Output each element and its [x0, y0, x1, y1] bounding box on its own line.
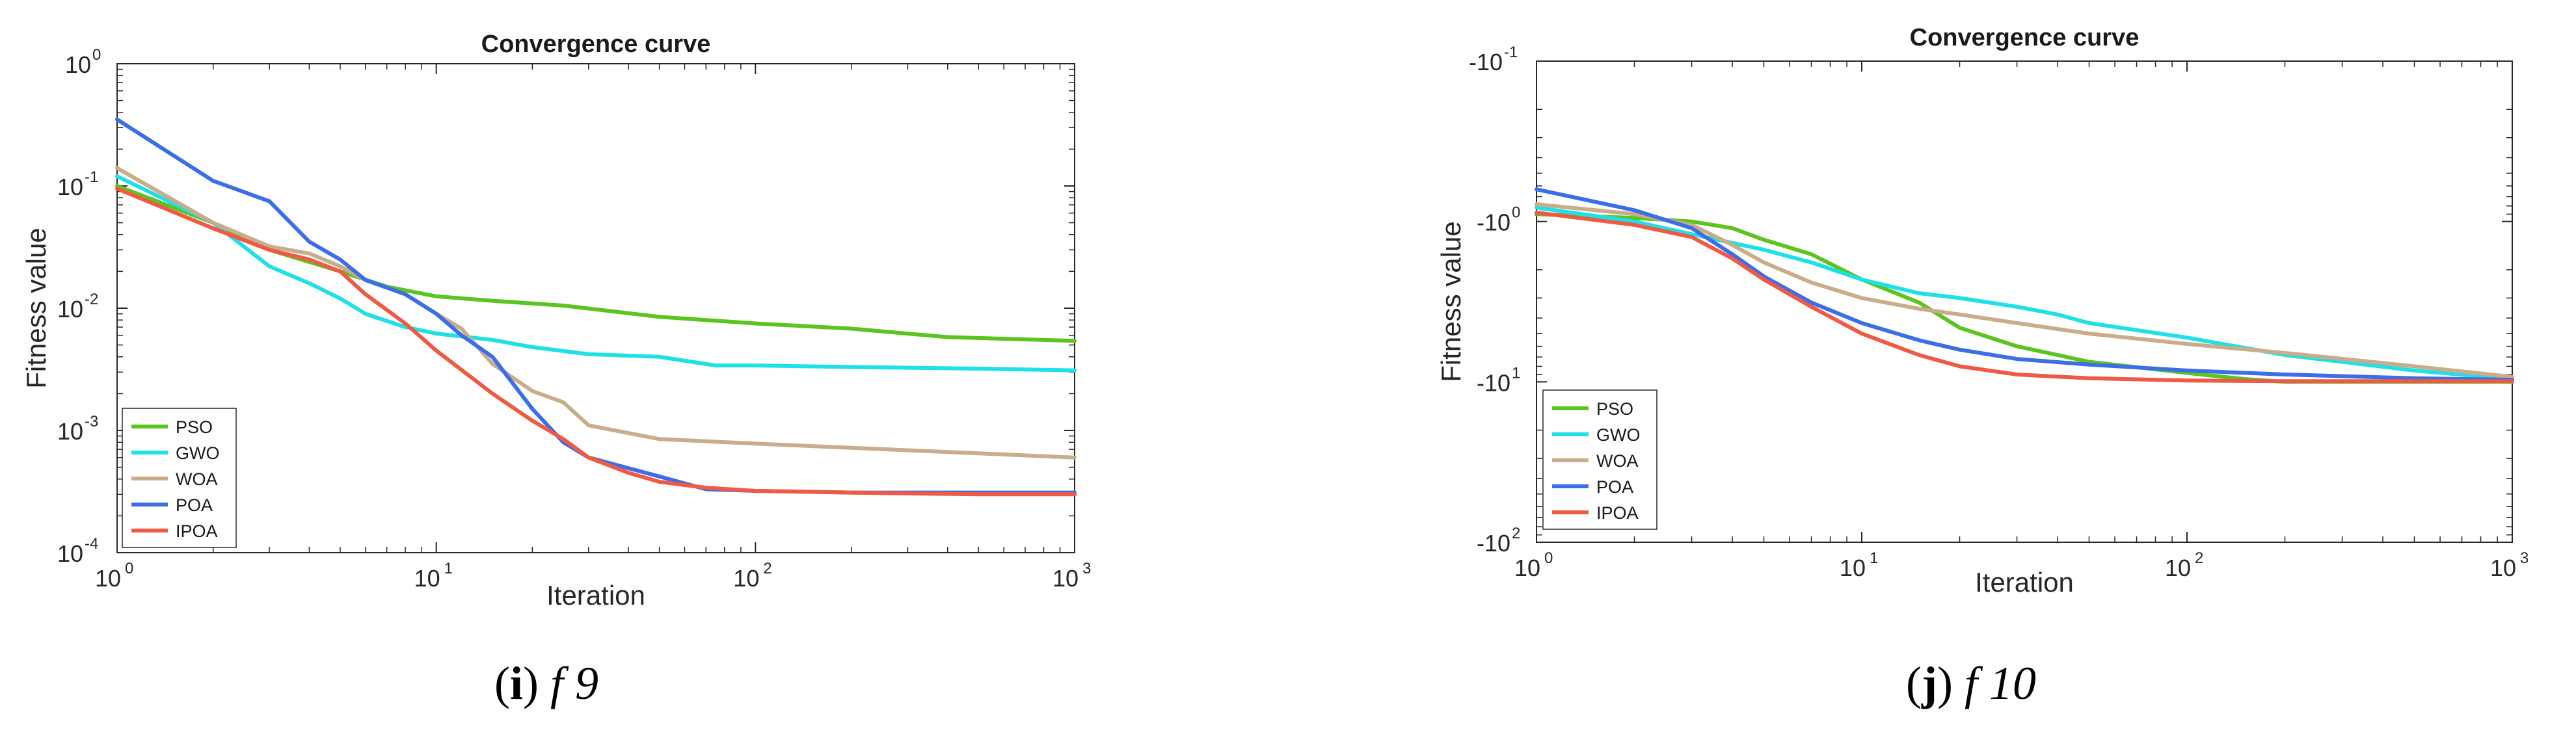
- y-tick-exponent: -4: [85, 535, 98, 553]
- caption-i: (i) f 9: [494, 657, 598, 709]
- x-tick-exponent: 1: [1870, 549, 1878, 567]
- x-axis-label: Iteration: [1975, 567, 2074, 598]
- x-tick-label: 10: [95, 565, 121, 592]
- legend-label-gwo: GWO: [1596, 425, 1641, 445]
- y-axis-label: Fitness value: [21, 228, 51, 388]
- chart-title: Convergence curve: [1910, 24, 2140, 51]
- x-tick-label: 10: [2490, 555, 2516, 581]
- legend-label-poa: POA: [176, 495, 213, 515]
- y-tick-label: -10: [1469, 49, 1503, 75]
- series-line-ipoa: [1535, 211, 2514, 384]
- legend-label-gwo: GWO: [176, 443, 220, 463]
- x-tick-label: 10: [1514, 555, 1540, 581]
- x-tick-exponent: 2: [763, 560, 771, 577]
- y-axis-label: Fitness value: [1436, 221, 1466, 382]
- y-tick-exponent: 2: [1512, 525, 1520, 542]
- x-tick-label: 10: [414, 565, 440, 592]
- y-tick-label: 10: [57, 418, 83, 445]
- y-tick-label: 10: [57, 540, 83, 567]
- y-tick-exponent: 0: [1512, 204, 1520, 222]
- legend-label-ipoa: IPOA: [176, 521, 218, 541]
- caption-i-func: f 9: [550, 657, 598, 709]
- chart-title: Convergence curve: [481, 31, 711, 58]
- legend-label-pso: PSO: [176, 417, 213, 437]
- y-tick-exponent: 0: [92, 46, 101, 64]
- plot-area: [1536, 60, 2513, 543]
- x-tick-label: 10: [1053, 565, 1079, 592]
- caption-i-letter: i: [509, 657, 523, 709]
- legend-label-woa: WOA: [1596, 451, 1639, 471]
- y-tick-label: 10: [57, 296, 83, 322]
- series-line-pso: [1535, 212, 2514, 384]
- caption-j-letter: j: [1921, 657, 1937, 709]
- x-tick-exponent: 2: [2195, 549, 2203, 567]
- y-tick-label: -10: [1477, 369, 1510, 396]
- y-tick-exponent: -2: [85, 291, 98, 308]
- legend: PSO GWO WOA POA IPOA: [122, 408, 237, 548]
- series-line-gwo: [115, 174, 1077, 373]
- x-axis-label: Iteration: [546, 580, 645, 611]
- x-tick-exponent: 3: [1082, 560, 1091, 577]
- legend-label-woa: WOA: [176, 469, 218, 489]
- y-tick-label: -10: [1477, 209, 1510, 236]
- series-line-woa: [1535, 202, 2514, 379]
- x-tick-exponent: 0: [1544, 549, 1553, 567]
- caption-j: (j) f 10: [1906, 657, 2036, 709]
- x-tick-label: 10: [1840, 555, 1866, 581]
- legend-label-ipoa: IPOA: [1596, 503, 1639, 523]
- series-line-ipoa: [115, 187, 1077, 497]
- chart-i: 10 0 10 1 10 2 10 310 010 -110 -210 -310 -4Convergen…: [21, 31, 1091, 611]
- y-tick-exponent: -3: [85, 413, 98, 430]
- y-tick-label: 10: [57, 174, 83, 200]
- legend-label-poa: POA: [1596, 477, 1633, 497]
- y-tick-label: 10: [65, 51, 91, 78]
- y-tick-label: -10: [1477, 530, 1510, 557]
- legend-box: [1542, 389, 1657, 530]
- y-tick-exponent: -1: [1504, 44, 1518, 61]
- x-tick-label: 10: [2165, 555, 2191, 581]
- caption-j-func: f 10: [1964, 657, 2036, 709]
- y-tick-exponent: 1: [1512, 364, 1520, 382]
- chart-j: 10 0 10 1 10 2 10 3-10 -1-10 0-10 1-10 2Convergence…: [1436, 24, 2529, 598]
- x-tick-exponent: 0: [125, 560, 133, 577]
- legend: PSO GWO WOA POA IPOA: [1542, 389, 1657, 530]
- y-tick-exponent: -1: [85, 168, 98, 186]
- legend-label-pso: PSO: [1596, 399, 1633, 419]
- x-tick-exponent: 3: [2520, 549, 2529, 567]
- series-line-poa: [1535, 187, 2514, 382]
- x-tick-exponent: 1: [444, 560, 453, 577]
- x-tick-label: 10: [733, 565, 759, 592]
